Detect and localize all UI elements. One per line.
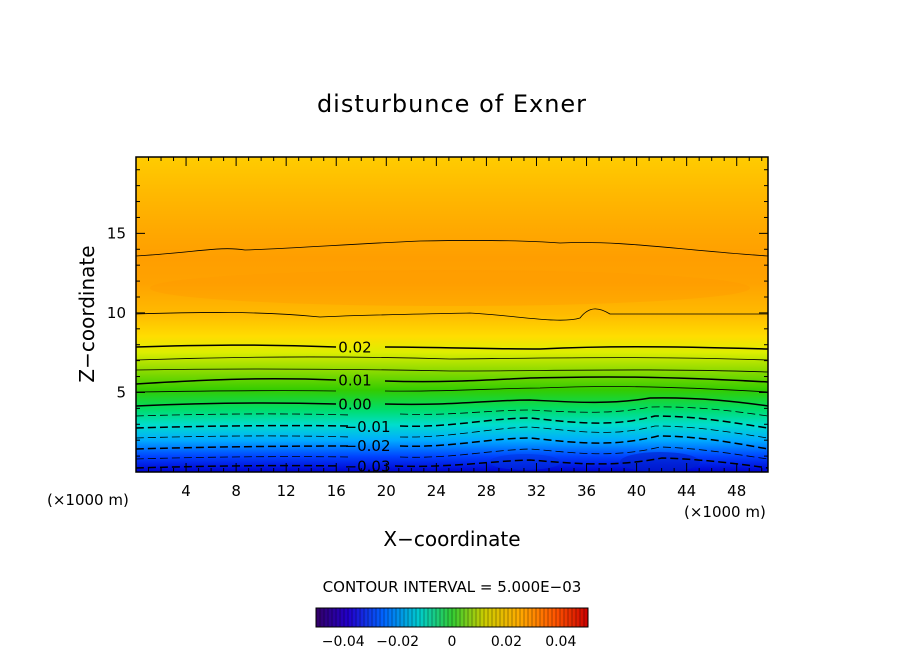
contour-lines xyxy=(135,240,769,469)
field-trough-blue-2 xyxy=(489,454,561,470)
contour-line xyxy=(135,308,768,321)
colorbar-tick-label: −0.04 xyxy=(322,634,365,650)
contour-label-group: 0.02 0.01 0.00 −0.01−0.02 −0.03 xyxy=(338,338,390,475)
x-axis-label: X−coordinate xyxy=(383,527,520,551)
contour-label: 0.00 xyxy=(338,396,371,414)
colorbar: −0.04 −0.02 0 0.02 0.04 xyxy=(315,607,589,650)
contour-label: −0.01 xyxy=(345,418,391,436)
contour-line xyxy=(135,368,769,373)
x-tick-label: 16 xyxy=(327,482,346,500)
y-axis-label: Z−coordinate xyxy=(75,245,99,382)
colorbar-tick-labels: −0.04 −0.02 0 0.02 0.04 xyxy=(322,634,577,650)
contour-interval-label: CONTOUR INTERVAL = 5.000E−03 xyxy=(323,578,582,596)
x-tick-label: 24 xyxy=(427,482,446,500)
y-tick-label: 15 xyxy=(107,224,126,242)
y-tick-label: 10 xyxy=(107,304,126,322)
x-tick-label: 12 xyxy=(277,482,296,500)
contour-label: −0.03 xyxy=(345,458,391,476)
x-tick-labels: 4 8 12 16 20 24 28 32 36 40 44 48 xyxy=(181,482,746,500)
colorbar-stripes xyxy=(319,608,585,627)
contour-line xyxy=(135,386,769,393)
y-tick-label: 5 xyxy=(116,383,126,401)
axis-ticks xyxy=(136,157,768,472)
field-highlight-orange xyxy=(150,270,750,306)
colorbar-tick-label: 0.02 xyxy=(491,634,522,650)
contour-label: −0.02 xyxy=(345,437,391,455)
x-tick-label: 8 xyxy=(231,482,241,500)
x-tick-label: 28 xyxy=(477,482,496,500)
x-tick-label: 36 xyxy=(577,482,596,500)
colorbar-tick-label: −0.02 xyxy=(376,634,419,650)
field-fill xyxy=(136,157,768,472)
contour-line xyxy=(135,344,769,350)
contour-line xyxy=(135,425,769,439)
colorbar-tick-label: 0 xyxy=(448,634,457,650)
chart-title: disturbunce of Exner xyxy=(317,90,587,118)
contour-line xyxy=(135,406,769,417)
x-tick-label: 4 xyxy=(181,482,191,500)
x-tick-label: 44 xyxy=(677,482,696,500)
x-tick-label: 40 xyxy=(627,482,646,500)
contour-line xyxy=(135,356,769,361)
x-tick-label: 48 xyxy=(727,482,746,500)
contour-line xyxy=(135,446,769,460)
field-trough-blue xyxy=(620,452,700,472)
contour-line xyxy=(135,240,769,257)
contour-line xyxy=(135,457,769,469)
colorbar-frame xyxy=(315,607,589,628)
contour-line xyxy=(135,376,769,385)
plot-frame xyxy=(135,156,769,473)
x-tick-label: 32 xyxy=(527,482,546,500)
contour-line xyxy=(135,415,769,429)
contour-line xyxy=(135,397,769,407)
plot-area xyxy=(136,157,768,472)
contour-line xyxy=(135,435,769,450)
colorbar-tick-label: 0.04 xyxy=(545,634,576,650)
contour-label: 0.02 xyxy=(338,338,371,356)
x-unit-right: (×1000 m) xyxy=(684,503,766,521)
x-unit-left: (×1000 m) xyxy=(47,491,129,509)
x-tick-label: 20 xyxy=(377,482,396,500)
contour-label: 0.01 xyxy=(338,372,371,390)
y-tick-labels: 5 10 15 xyxy=(107,224,126,401)
